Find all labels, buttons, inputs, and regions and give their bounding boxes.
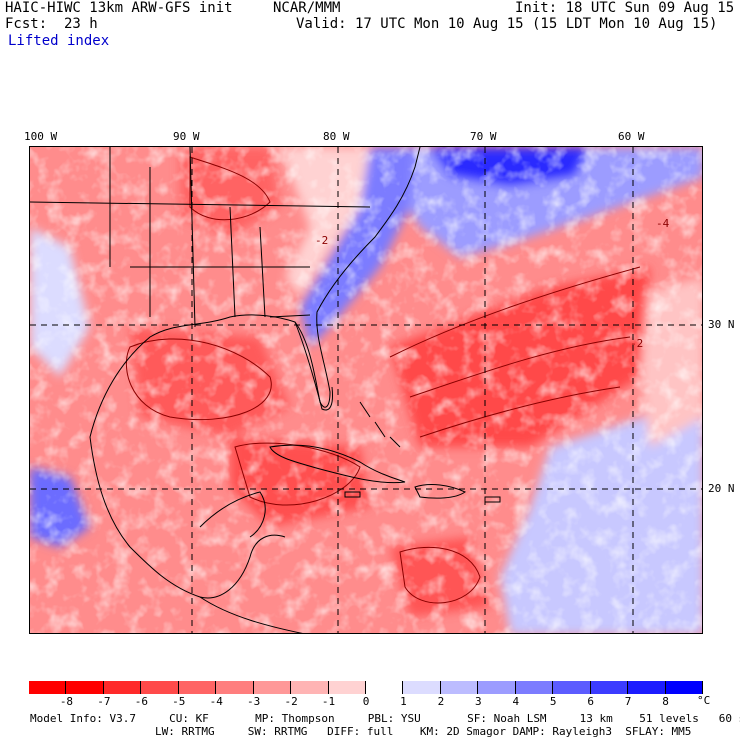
colorbar-cell bbox=[291, 681, 329, 694]
contour-line bbox=[234, 442, 361, 506]
colorbar-cell bbox=[141, 681, 179, 694]
contour-line bbox=[389, 266, 641, 438]
colorbar-level-label: -6 bbox=[134, 695, 148, 708]
jamaica-outline bbox=[344, 491, 361, 498]
colorbar-cell bbox=[29, 681, 67, 694]
colorbar-level-label: -4 bbox=[209, 695, 223, 708]
model-info-line-2: LW: RRTMG SW: RRTMG DIFF: full KM: 2D Sm… bbox=[155, 725, 692, 738]
model-title: HAIC-HIWC 13km ARW-GFS init bbox=[5, 0, 233, 16]
colorbar-level-label: -3 bbox=[247, 695, 261, 708]
colorbar-unit: °C bbox=[697, 694, 711, 707]
mexico-coastline bbox=[89, 436, 286, 599]
colorbar-cell bbox=[216, 681, 254, 694]
contour-lines bbox=[125, 156, 641, 604]
colorbar-level-label: 6 bbox=[587, 695, 594, 708]
contour-label: -2 bbox=[315, 234, 328, 247]
colorbar-level-label: -8 bbox=[59, 695, 74, 708]
colorbar-cell bbox=[403, 681, 441, 694]
colorbar-cell bbox=[628, 681, 666, 694]
colorbar-cell bbox=[103, 681, 142, 694]
hispaniola-outline bbox=[414, 484, 466, 499]
colorbar-level-label: 4 bbox=[512, 695, 520, 708]
colorbar-level-label: 2 bbox=[437, 695, 445, 708]
contour-label: -2 bbox=[630, 337, 643, 350]
colorbar-cell bbox=[665, 681, 703, 694]
colorbar-cell bbox=[590, 681, 629, 694]
colorbar-level-label: -1 bbox=[321, 695, 336, 708]
colorbar-level-label: -7 bbox=[97, 695, 111, 708]
bahamas-outline bbox=[359, 401, 401, 448]
contour-line bbox=[189, 156, 271, 221]
colorbar-level-label: 0 bbox=[362, 695, 370, 708]
colorbar-cell bbox=[253, 681, 292, 694]
longitude-label-90w: 90 W bbox=[173, 130, 200, 143]
latlon-grid bbox=[30, 147, 702, 633]
longitude-label-60w: 60 W bbox=[618, 130, 645, 143]
colorbar-cell bbox=[478, 681, 516, 694]
florida-peninsula bbox=[294, 321, 333, 411]
forecast-label: Fcst: bbox=[5, 16, 48, 32]
colorbar-cell bbox=[553, 681, 591, 694]
colorbar-cell bbox=[178, 681, 217, 694]
colorbar-cell bbox=[328, 681, 366, 694]
lifted-index-map: -2 -4 -2 bbox=[29, 146, 703, 634]
forecast-hour: 23 h bbox=[64, 16, 98, 32]
organization-label: NCAR/MMM bbox=[273, 0, 341, 16]
longitude-label-80w: 80 W bbox=[323, 130, 350, 143]
contour-label: -4 bbox=[656, 217, 670, 230]
valid-time: Valid: 17 UTC Mon 10 Aug 15 (15 LDT Mon … bbox=[296, 16, 718, 32]
longitude-label-100w: 100 W bbox=[24, 130, 58, 143]
map-canvas: -2 -4 -2 bbox=[30, 147, 702, 633]
model-info-line-1: Model Info: V3.7 CU: KF MP: Thompson PBL… bbox=[30, 712, 740, 725]
colorbar-cell bbox=[366, 681, 404, 694]
init-time: Init: 18 UTC Sun 09 Aug 15 bbox=[515, 0, 735, 16]
colorbar bbox=[29, 681, 703, 694]
colorbar-level-label: -2 bbox=[284, 695, 298, 708]
central-america-coast bbox=[199, 596, 303, 633]
colorbar-cell bbox=[440, 681, 479, 694]
colorbar-level-label: 3 bbox=[475, 695, 482, 708]
colorbar-cell bbox=[515, 681, 554, 694]
colorbar-level-label: -5 bbox=[172, 695, 186, 708]
cuba-outline bbox=[269, 444, 406, 484]
yucatan-outline bbox=[199, 491, 266, 538]
contour-line bbox=[399, 546, 481, 604]
latitude-label-30n: 30 N bbox=[708, 318, 735, 331]
colorbar-cell bbox=[66, 681, 104, 694]
field-texture bbox=[30, 147, 702, 633]
colorbar-level-label: 7 bbox=[624, 695, 632, 708]
longitude-label-70w: 70 W bbox=[470, 130, 497, 143]
colorbar-level-label: 8 bbox=[662, 695, 669, 708]
colorbar-level-label: 1 bbox=[400, 695, 407, 708]
field-name: Lifted index bbox=[8, 33, 110, 49]
coastlines-and-borders bbox=[30, 147, 501, 633]
contour-line bbox=[125, 338, 272, 421]
colorbar-level-label: 5 bbox=[549, 695, 557, 708]
latitude-label-20n: 20 N bbox=[708, 482, 735, 495]
